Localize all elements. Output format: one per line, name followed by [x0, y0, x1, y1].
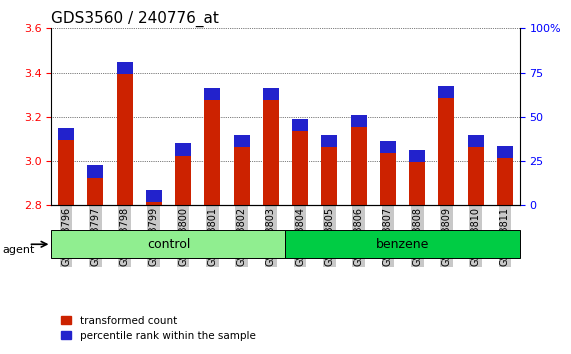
FancyBboxPatch shape — [286, 230, 520, 258]
Bar — [321, 135, 337, 205]
Bar — [497, 145, 513, 205]
Bar — [204, 88, 220, 100]
Bar — [380, 141, 396, 205]
Text: agent: agent — [3, 245, 35, 255]
Bar — [234, 135, 250, 147]
Bar — [146, 190, 162, 205]
Bar — [204, 88, 220, 205]
Legend: transformed count, percentile rank within the sample: transformed count, percentile rank withi… — [57, 312, 260, 345]
Bar — [234, 135, 250, 205]
Text: benzene: benzene — [376, 238, 429, 251]
Bar — [175, 143, 191, 205]
Bar — [292, 119, 308, 131]
Bar — [380, 141, 396, 153]
Text: control: control — [147, 238, 190, 251]
Bar — [87, 165, 103, 205]
Bar — [497, 145, 513, 158]
Bar — [409, 150, 425, 205]
FancyBboxPatch shape — [51, 230, 286, 258]
Bar — [263, 88, 279, 100]
Bar — [58, 128, 74, 140]
Bar — [58, 128, 74, 205]
Bar — [409, 150, 425, 162]
Bar — [116, 62, 132, 205]
Bar — [439, 86, 455, 98]
Bar — [351, 115, 367, 127]
Bar — [292, 119, 308, 205]
Bar — [468, 135, 484, 205]
Bar — [468, 135, 484, 147]
Text: GDS3560 / 240776_at: GDS3560 / 240776_at — [51, 11, 219, 27]
Bar — [351, 115, 367, 205]
Bar — [263, 88, 279, 205]
Bar — [321, 135, 337, 147]
Bar — [116, 62, 132, 74]
Bar — [439, 86, 455, 205]
Bar — [175, 143, 191, 155]
Bar — [146, 190, 162, 202]
Bar — [87, 165, 103, 178]
